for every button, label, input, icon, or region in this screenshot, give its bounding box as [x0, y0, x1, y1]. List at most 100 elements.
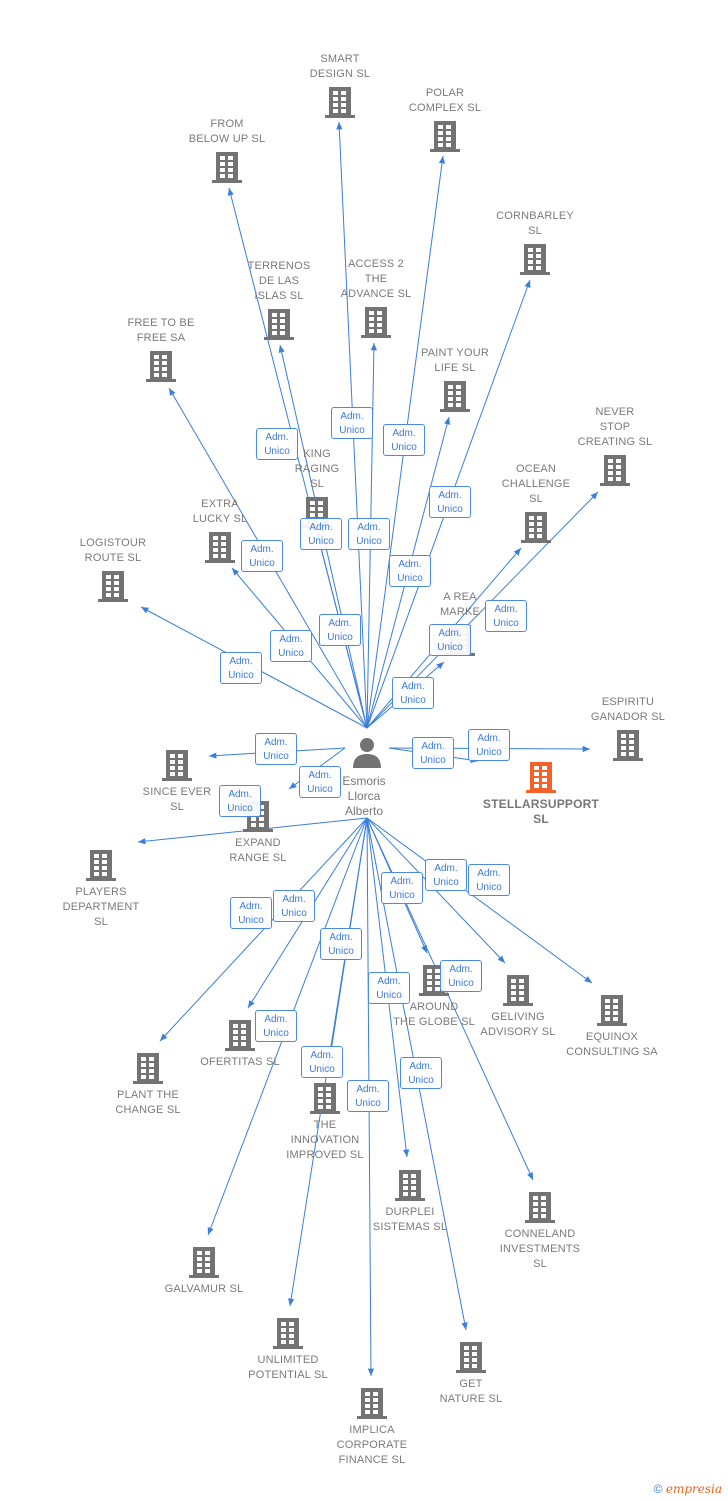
company-label[interactable]: PLANT THE CHANGE SL — [115, 1088, 180, 1118]
company-label[interactable]: UNLIMITED POTENTIAL SL — [248, 1353, 328, 1383]
company-label[interactable]: FROM BELOW UP SL — [189, 117, 266, 147]
company-label[interactable]: KING RAGING SL — [295, 447, 340, 492]
relation-badge[interactable]: Adm. Unico — [273, 890, 315, 922]
company-label[interactable]: EXPAND RANGE SL — [229, 836, 286, 866]
company-label[interactable]: STELLARSUPPORT SL — [483, 797, 599, 827]
building-icon[interactable] — [597, 995, 627, 1026]
building-icon[interactable] — [520, 244, 550, 275]
relation-badge[interactable]: Adm. Unico — [429, 486, 471, 518]
relation-badge[interactable]: Adm. Unico — [255, 1010, 297, 1042]
company-label[interactable]: OCEAN CHALLENGE SL — [502, 462, 570, 507]
company-label[interactable]: TERRENOS DE LAS ISLAS SL — [248, 259, 311, 304]
relation-badge[interactable]: Adm. Unico — [331, 407, 373, 439]
company-label[interactable]: LOGISTOUR ROUTE SL — [80, 536, 146, 566]
building-icon[interactable] — [146, 351, 176, 382]
relation-text: Unico — [355, 1098, 381, 1109]
company-label[interactable]: ACCESS 2 THE ADVANCE SL — [341, 257, 412, 302]
relation-badge[interactable]: Adm. Unico — [381, 872, 423, 904]
company-label[interactable]: SMART DESIGN SL — [310, 52, 371, 82]
relation-badge[interactable]: Adm. Unico — [468, 729, 510, 761]
relation-text: Adm. — [308, 770, 332, 781]
building-icon[interactable] — [430, 121, 460, 152]
person-icon[interactable] — [353, 738, 381, 768]
person-name[interactable]: Esmoris Llorca Alberto — [342, 774, 385, 819]
relation-badge[interactable]: Adm. Unico — [412, 737, 454, 769]
relation-badge[interactable]: Adm. Unico — [383, 424, 425, 456]
arrow-head — [232, 568, 240, 576]
company-label[interactable]: ESPIRITU GANADOR SL — [591, 695, 665, 725]
relation-badge[interactable]: Adm. Unico — [301, 1046, 343, 1078]
relation-badge[interactable]: Adm. Unico — [241, 540, 283, 572]
relation-badge[interactable]: Adm. Unico — [319, 614, 361, 646]
relation-badge[interactable]: Adm. Unico — [389, 555, 431, 587]
relation-badge[interactable]: Adm. Unico — [468, 864, 510, 896]
building-icon[interactable] — [86, 850, 116, 881]
company-label[interactable]: AROUND THE GLOBE SL — [393, 1000, 475, 1030]
building-icon[interactable] — [212, 152, 242, 183]
building-icon[interactable] — [600, 455, 630, 486]
company-label[interactable]: NEVER STOP CREATING SL — [578, 405, 653, 450]
company-label[interactable]: OFERTITAS SL — [200, 1055, 280, 1070]
edge-line — [159, 817, 368, 1042]
relation-badge[interactable]: Adm. Unico — [425, 859, 467, 891]
building-icon[interactable] — [98, 571, 128, 602]
company-label[interactable]: EXTRA LUCKY SL — [193, 497, 248, 527]
relation-badge[interactable]: Adm. Unico — [347, 1080, 389, 1112]
relation-badge[interactable]: Adm. Unico — [270, 630, 312, 662]
building-icon[interactable] — [310, 1083, 340, 1114]
building-icon[interactable] — [503, 975, 533, 1006]
relation-badge[interactable]: Adm. Unico — [299, 766, 341, 798]
relation-badge[interactable]: Adm. Unico — [220, 652, 262, 684]
building-icon[interactable] — [189, 1247, 219, 1278]
building-icon[interactable] — [273, 1318, 303, 1349]
company-label[interactable]: THE INNOVATION IMPROVED SL — [286, 1118, 363, 1163]
relation-badge[interactable]: Adm. Unico — [256, 428, 298, 460]
building-icon[interactable] — [419, 965, 449, 996]
company-label[interactable]: GELIVING ADVISORY SL — [480, 1010, 555, 1040]
relation-badge[interactable]: Adm. Unico — [300, 518, 342, 550]
company-label[interactable]: POLAR COMPLEX SL — [409, 86, 481, 116]
company-label[interactable]: A REA MARKE — [440, 590, 480, 620]
relation-text: Adm. — [310, 1050, 334, 1061]
company-label[interactable]: PLAYERS DEPARTMENT SL — [63, 885, 140, 930]
building-icon[interactable] — [325, 87, 355, 118]
arrow-head — [169, 388, 176, 396]
relation-badge[interactable]: Adm. Unico — [230, 897, 272, 929]
relation-badge[interactable]: Adm. Unico — [348, 518, 390, 550]
company-label[interactable]: CONNELAND INVESTMENTS SL — [500, 1227, 580, 1272]
relation-text: Adm. — [264, 737, 288, 748]
relation-badge[interactable]: Adm. Unico — [440, 960, 482, 992]
company-label[interactable]: IMPLICA CORPORATE FINANCE SL — [337, 1423, 408, 1468]
company-label[interactable]: PAINT YOUR LIFE SL — [421, 346, 489, 376]
company-label[interactable]: CORNBARLEY SL — [496, 209, 574, 239]
company-label[interactable]: EQUINOX CONSULTING SA — [566, 1030, 658, 1060]
building-icon[interactable] — [357, 1388, 387, 1419]
relation-badge[interactable]: Adm. Unico — [485, 600, 527, 632]
relation-badge[interactable]: Adm. Unico — [392, 677, 434, 709]
relation-badge[interactable]: Adm. Unico — [320, 928, 362, 960]
company-label[interactable]: GALVAMUR SL — [165, 1282, 244, 1297]
relation-badge[interactable]: Adm. Unico — [400, 1057, 442, 1089]
building-icon[interactable] — [521, 512, 551, 543]
building-icon[interactable] — [395, 1170, 425, 1201]
building-icon[interactable] — [225, 1020, 255, 1051]
company-label[interactable]: SINCE EVER SL — [143, 785, 212, 815]
building-icon[interactable] — [440, 381, 470, 412]
building-icon[interactable] — [456, 1342, 486, 1373]
building-icon[interactable] — [264, 309, 294, 340]
company-label-line: DE LAS — [258, 275, 300, 287]
building-icon[interactable] — [205, 532, 235, 563]
building-icon[interactable] — [525, 1192, 555, 1223]
company-label[interactable]: DURPLEI SISTEMAS SL — [373, 1205, 447, 1235]
building-icon[interactable] — [526, 762, 556, 793]
company-label[interactable]: GET NATURE SL — [440, 1377, 503, 1407]
company-label[interactable]: FREE TO BE FREE SA — [127, 316, 194, 346]
building-icon[interactable] — [361, 307, 391, 338]
relation-badge[interactable]: Adm. Unico — [255, 733, 297, 765]
relation-badge[interactable]: Adm. Unico — [368, 972, 410, 1004]
relation-badge[interactable]: Adm. Unico — [429, 624, 471, 656]
building-icon[interactable] — [133, 1053, 163, 1084]
relation-badge[interactable]: Adm. Unico — [219, 785, 261, 817]
building-icon[interactable] — [613, 730, 643, 761]
building-icon[interactable] — [162, 750, 192, 781]
